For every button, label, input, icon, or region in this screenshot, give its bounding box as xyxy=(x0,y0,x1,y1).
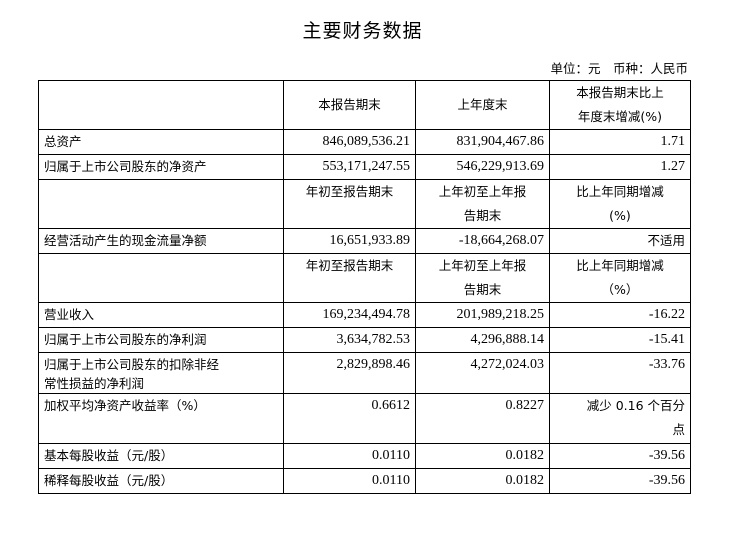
cell-value: 0.8227 xyxy=(415,393,550,444)
financial-data-table: 本报告期末 上年度末 本报告期末比上 年度末增减(%) 总资产 846,089,5… xyxy=(38,80,691,494)
cell-value: 4,296,888.14 xyxy=(415,327,550,353)
cell-value: 0.6612 xyxy=(283,393,416,444)
col-header: 本报告期末 xyxy=(283,80,416,130)
row-label: 经营活动产生的现金流量净额 xyxy=(38,228,284,254)
header-row: 本报告期末 上年度末 本报告期末比上 年度末增减(%) xyxy=(38,80,691,130)
cell-value: 减少 0.16 个百分点 xyxy=(549,393,691,444)
cell-value: 846,089,536.21 xyxy=(283,129,416,155)
cell-value: 1.71 xyxy=(549,129,691,155)
table-row: 归属于上市公司股东的净资产 553,171,247.55 546,229,913… xyxy=(38,154,691,180)
row-label: 总资产 xyxy=(38,129,284,155)
cell-value: 0.0110 xyxy=(283,443,416,469)
empty-cell xyxy=(38,253,284,303)
header-row: 年初至报告期末 上年初至上年报 告期末 比上年同期增减 (%) xyxy=(38,179,691,229)
row-label: 基本每股收益（元/股） xyxy=(38,443,284,469)
col-header: 年初至报告期末 xyxy=(283,253,416,303)
cell-value: 201,989,218.25 xyxy=(415,302,550,328)
cell-value: 3,634,782.53 xyxy=(283,327,416,353)
table-row: 基本每股收益（元/股） 0.0110 0.0182 -39.56 xyxy=(38,443,691,469)
col-header: 上年初至上年报 告期末 xyxy=(415,253,550,303)
cell-value: -18,664,268.07 xyxy=(415,228,550,254)
col-header: 上年初至上年报 告期末 xyxy=(415,179,550,229)
row-label: 归属于上市公司股东的净资产 xyxy=(38,154,284,180)
col-header: 本报告期末比上 年度末增减(%) xyxy=(549,80,691,130)
col-header: 比上年同期增减 （%） xyxy=(549,253,691,303)
empty-cell xyxy=(38,80,284,130)
cell-value: 不适用 xyxy=(549,228,691,254)
table-row: 归属于上市公司股东的净利润 3,634,782.53 4,296,888.14 … xyxy=(38,327,691,353)
cell-value: 831,904,467.86 xyxy=(415,129,550,155)
cell-value: 2,829,898.46 xyxy=(283,352,416,394)
unit-currency-note: 单位：元 币种：人民币 xyxy=(550,61,688,76)
cell-value: -39.56 xyxy=(549,443,691,469)
empty-cell xyxy=(38,179,284,229)
table-row: 营业收入 169,234,494.78 201,989,218.25 -16.2… xyxy=(38,302,691,328)
table-row: 稀释每股收益（元/股） 0.0110 0.0182 -39.56 xyxy=(38,468,691,494)
cell-value: 169,234,494.78 xyxy=(283,302,416,328)
col-header: 年初至报告期末 xyxy=(283,179,416,229)
table-row: 经营活动产生的现金流量净额 16,651,933.89 -18,664,268.… xyxy=(38,228,691,254)
cell-value: 1.27 xyxy=(549,154,691,180)
cell-value: 0.0110 xyxy=(283,468,416,494)
row-label: 稀释每股收益（元/股） xyxy=(38,468,284,494)
row-label: 加权平均净资产收益率（%） xyxy=(38,393,284,444)
cell-value: 4,272,024.03 xyxy=(415,352,550,394)
cell-value: -33.76 xyxy=(549,352,691,394)
row-label: 营业收入 xyxy=(38,302,284,328)
cell-value: 553,171,247.55 xyxy=(283,154,416,180)
header-row: 年初至报告期末 上年初至上年报 告期末 比上年同期增减 （%） xyxy=(38,253,691,303)
page-title: 主要财务数据 xyxy=(302,20,423,42)
row-label: 归属于上市公司股东的净利润 xyxy=(38,327,284,353)
cell-value: 0.0182 xyxy=(415,468,550,494)
col-header: 比上年同期增减 (%) xyxy=(549,179,691,229)
cell-value: 16,651,933.89 xyxy=(283,228,416,254)
cell-value: -15.41 xyxy=(549,327,691,353)
table-row: 加权平均净资产收益率（%） 0.6612 0.8227 减少 0.16 个百分点 xyxy=(38,393,691,444)
cell-value: -39.56 xyxy=(549,468,691,494)
row-label: 归属于上市公司股东的扣除非经 常性损益的净利润 xyxy=(38,352,284,394)
cell-value: 0.0182 xyxy=(415,443,550,469)
cell-value: -16.22 xyxy=(549,302,691,328)
table-row: 归属于上市公司股东的扣除非经 常性损益的净利润 2,829,898.46 4,27… xyxy=(38,352,691,394)
cell-value: 546,229,913.69 xyxy=(415,154,550,180)
table-row: 总资产 846,089,536.21 831,904,467.86 1.71 xyxy=(38,129,691,155)
col-header: 上年度末 xyxy=(415,80,550,130)
